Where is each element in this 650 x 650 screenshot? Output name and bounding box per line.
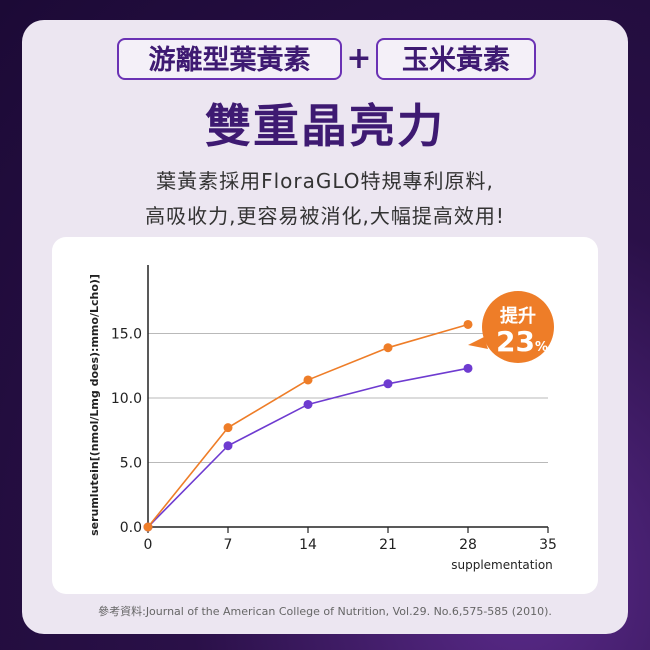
badge-number: 23% (496, 325, 548, 358)
x-tick-label: 28 (459, 537, 477, 553)
increase-badge: 提升 23% (468, 291, 554, 363)
zeaxanthin-tag: 玉米黃素 (376, 38, 536, 80)
description-line-2: 高吸收力,更容易被消化,大幅提高效用! (145, 204, 505, 228)
reference-note: 參考資料:Journal of the American College of … (98, 605, 552, 618)
chart-grid (148, 333, 548, 463)
content-card: 游離型葉黃素 + 玉米黃素 雙重晶亮力 葉黃素採用FloraGLO特規專利原料,… (22, 20, 628, 634)
badge-label: 提升 (500, 305, 536, 327)
headline: 雙重晶亮力 (205, 99, 445, 153)
series-1-point (383, 343, 393, 353)
series-2-point (303, 399, 313, 409)
y-axis-label: serumlutein[(nmol/Lmg does):mmo/Lcho)] (88, 274, 101, 536)
badge-pointer (468, 337, 488, 349)
chart-series (143, 319, 473, 532)
y-tick-label: 15.0 (111, 327, 142, 343)
free-lutein-tag: 游離型葉黃素 (117, 38, 342, 80)
series-1-point (223, 423, 233, 433)
series-2-point (383, 379, 393, 389)
x-tick-label: 21 (379, 537, 397, 553)
badge-unit: % (535, 340, 548, 355)
y-tick-label: 0.0 (120, 520, 142, 536)
series-2-point (223, 441, 233, 451)
description-line-1: 葉黃素採用FloraGLO特規專利原料, (156, 169, 494, 193)
series-2-point (463, 363, 473, 373)
series-line-1 (147, 323, 469, 528)
series-line-2 (147, 367, 469, 528)
series-1-point (303, 375, 313, 385)
plus-sign: + (346, 41, 372, 76)
x-tick-label: 35 (539, 537, 557, 553)
chart-ticks: 0.0 5.0 10.0 15.0 0 7 14 21 28 35 (111, 327, 557, 554)
series-1-point (463, 319, 473, 329)
chart-axes (147, 265, 549, 533)
x-tick-label: 0 (144, 537, 153, 553)
y-tick-label: 5.0 (120, 456, 142, 472)
x-tick-label: 7 (224, 537, 233, 553)
line-chart: 0.0 5.0 10.0 15.0 0 7 14 21 28 35 supplementation… (88, 265, 557, 572)
badge-value: 23 (496, 325, 535, 358)
x-tick-label: 14 (299, 537, 317, 553)
chart-panel: 0.0 5.0 10.0 15.0 0 7 14 21 28 35 supplementation… (52, 237, 598, 594)
y-tick-label: 10.0 (111, 391, 142, 407)
series-1-point (143, 522, 153, 532)
badge-circle (482, 291, 554, 363)
x-axis-label: supplementation (451, 558, 553, 572)
